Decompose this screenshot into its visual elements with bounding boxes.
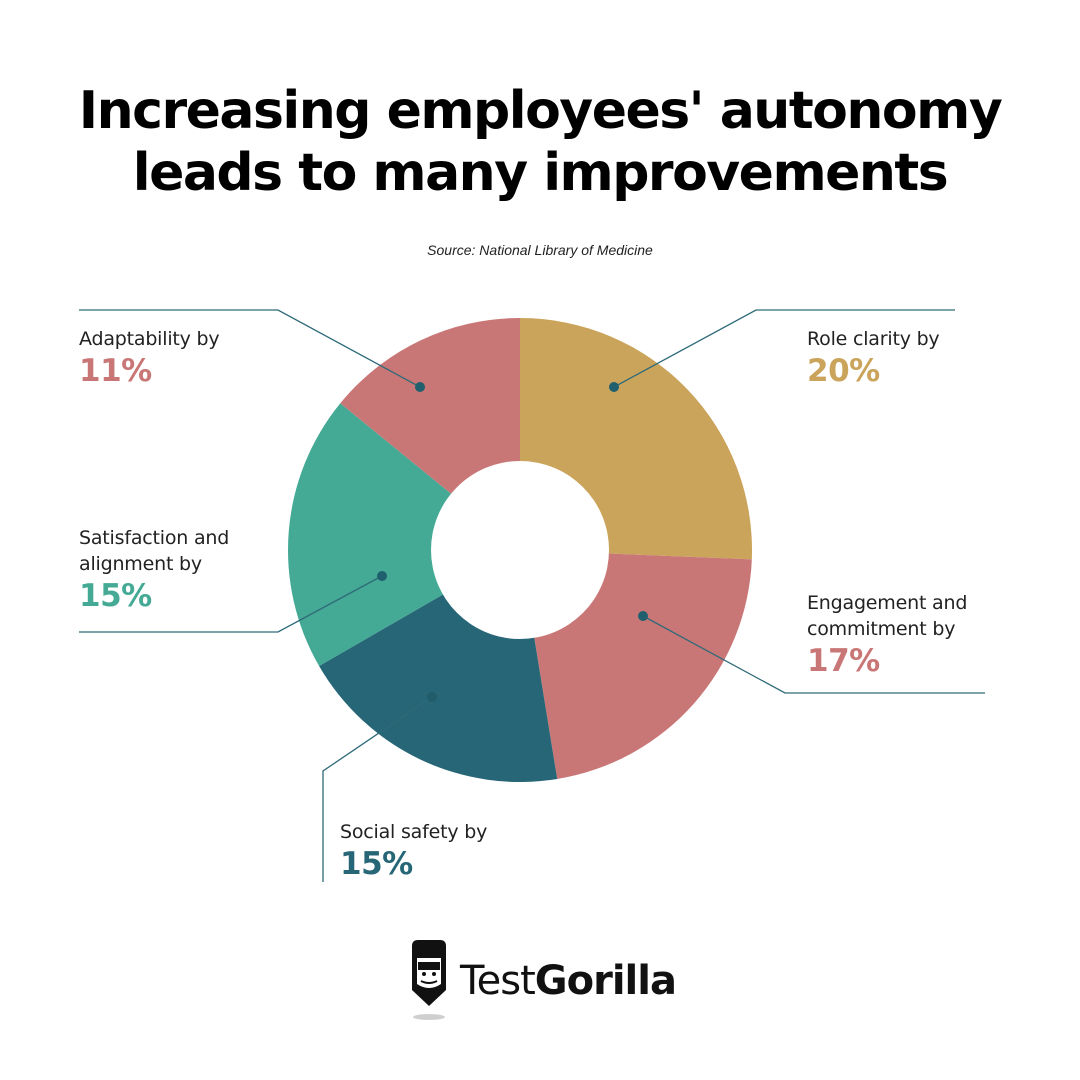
leader-dot-role-clarity [609, 382, 619, 392]
label-caption: Satisfaction and alignment by [79, 527, 230, 575]
label-caption: Social safety by [340, 821, 488, 843]
label-value: 15% [340, 846, 413, 882]
brand-name-light: Test [460, 958, 536, 1004]
leader-lines [79, 309, 985, 882]
testgorilla-logo: TestGorilla [408, 940, 677, 1022]
leader-line-social-safety [322, 696, 433, 882]
leader-line-engagement [642, 615, 985, 694]
label-value: 15% [79, 578, 152, 614]
label-value: 20% [807, 353, 880, 389]
label-value: 11% [79, 353, 152, 389]
title-line-2: leads to many improvements [132, 143, 949, 203]
label-caption: Adaptability by [79, 328, 220, 350]
label-social-safety: Social safety by 15% [340, 819, 487, 883]
label-value: 17% [807, 643, 880, 679]
leader-line-satisfaction [79, 575, 383, 633]
leader-dot-satisfaction [377, 571, 387, 581]
donut-hole [431, 461, 609, 639]
leader-dot-social-safety [427, 692, 437, 702]
brand-name-bold: Gorilla [534, 958, 677, 1004]
gorilla-pencil-icon [412, 940, 446, 1020]
brand-name: TestGorilla [460, 958, 677, 1004]
label-adaptability: Adaptability by 11% [79, 326, 220, 390]
label-caption: Engagement and commitment by [807, 592, 968, 640]
leader-dot-adaptability [415, 382, 425, 392]
leader-line-adaptability [79, 309, 421, 388]
label-satisfaction: Satisfaction and alignment by 15% [79, 525, 229, 615]
leader-dot-engagement [638, 611, 648, 621]
slice-satisfaction [288, 403, 520, 666]
label-caption: Role clarity by [807, 328, 940, 350]
label-role-clarity: Role clarity by 20% [807, 326, 940, 390]
page-title: Increasing employees' autonomy leads to … [0, 80, 1080, 204]
label-engagement: Engagement and commitment by 17% [807, 590, 967, 680]
source-note: Source: National Library of Medicine [427, 242, 653, 258]
leader-line-role-clarity [613, 309, 955, 388]
title-line-1: Increasing employees' autonomy [78, 81, 1003, 141]
